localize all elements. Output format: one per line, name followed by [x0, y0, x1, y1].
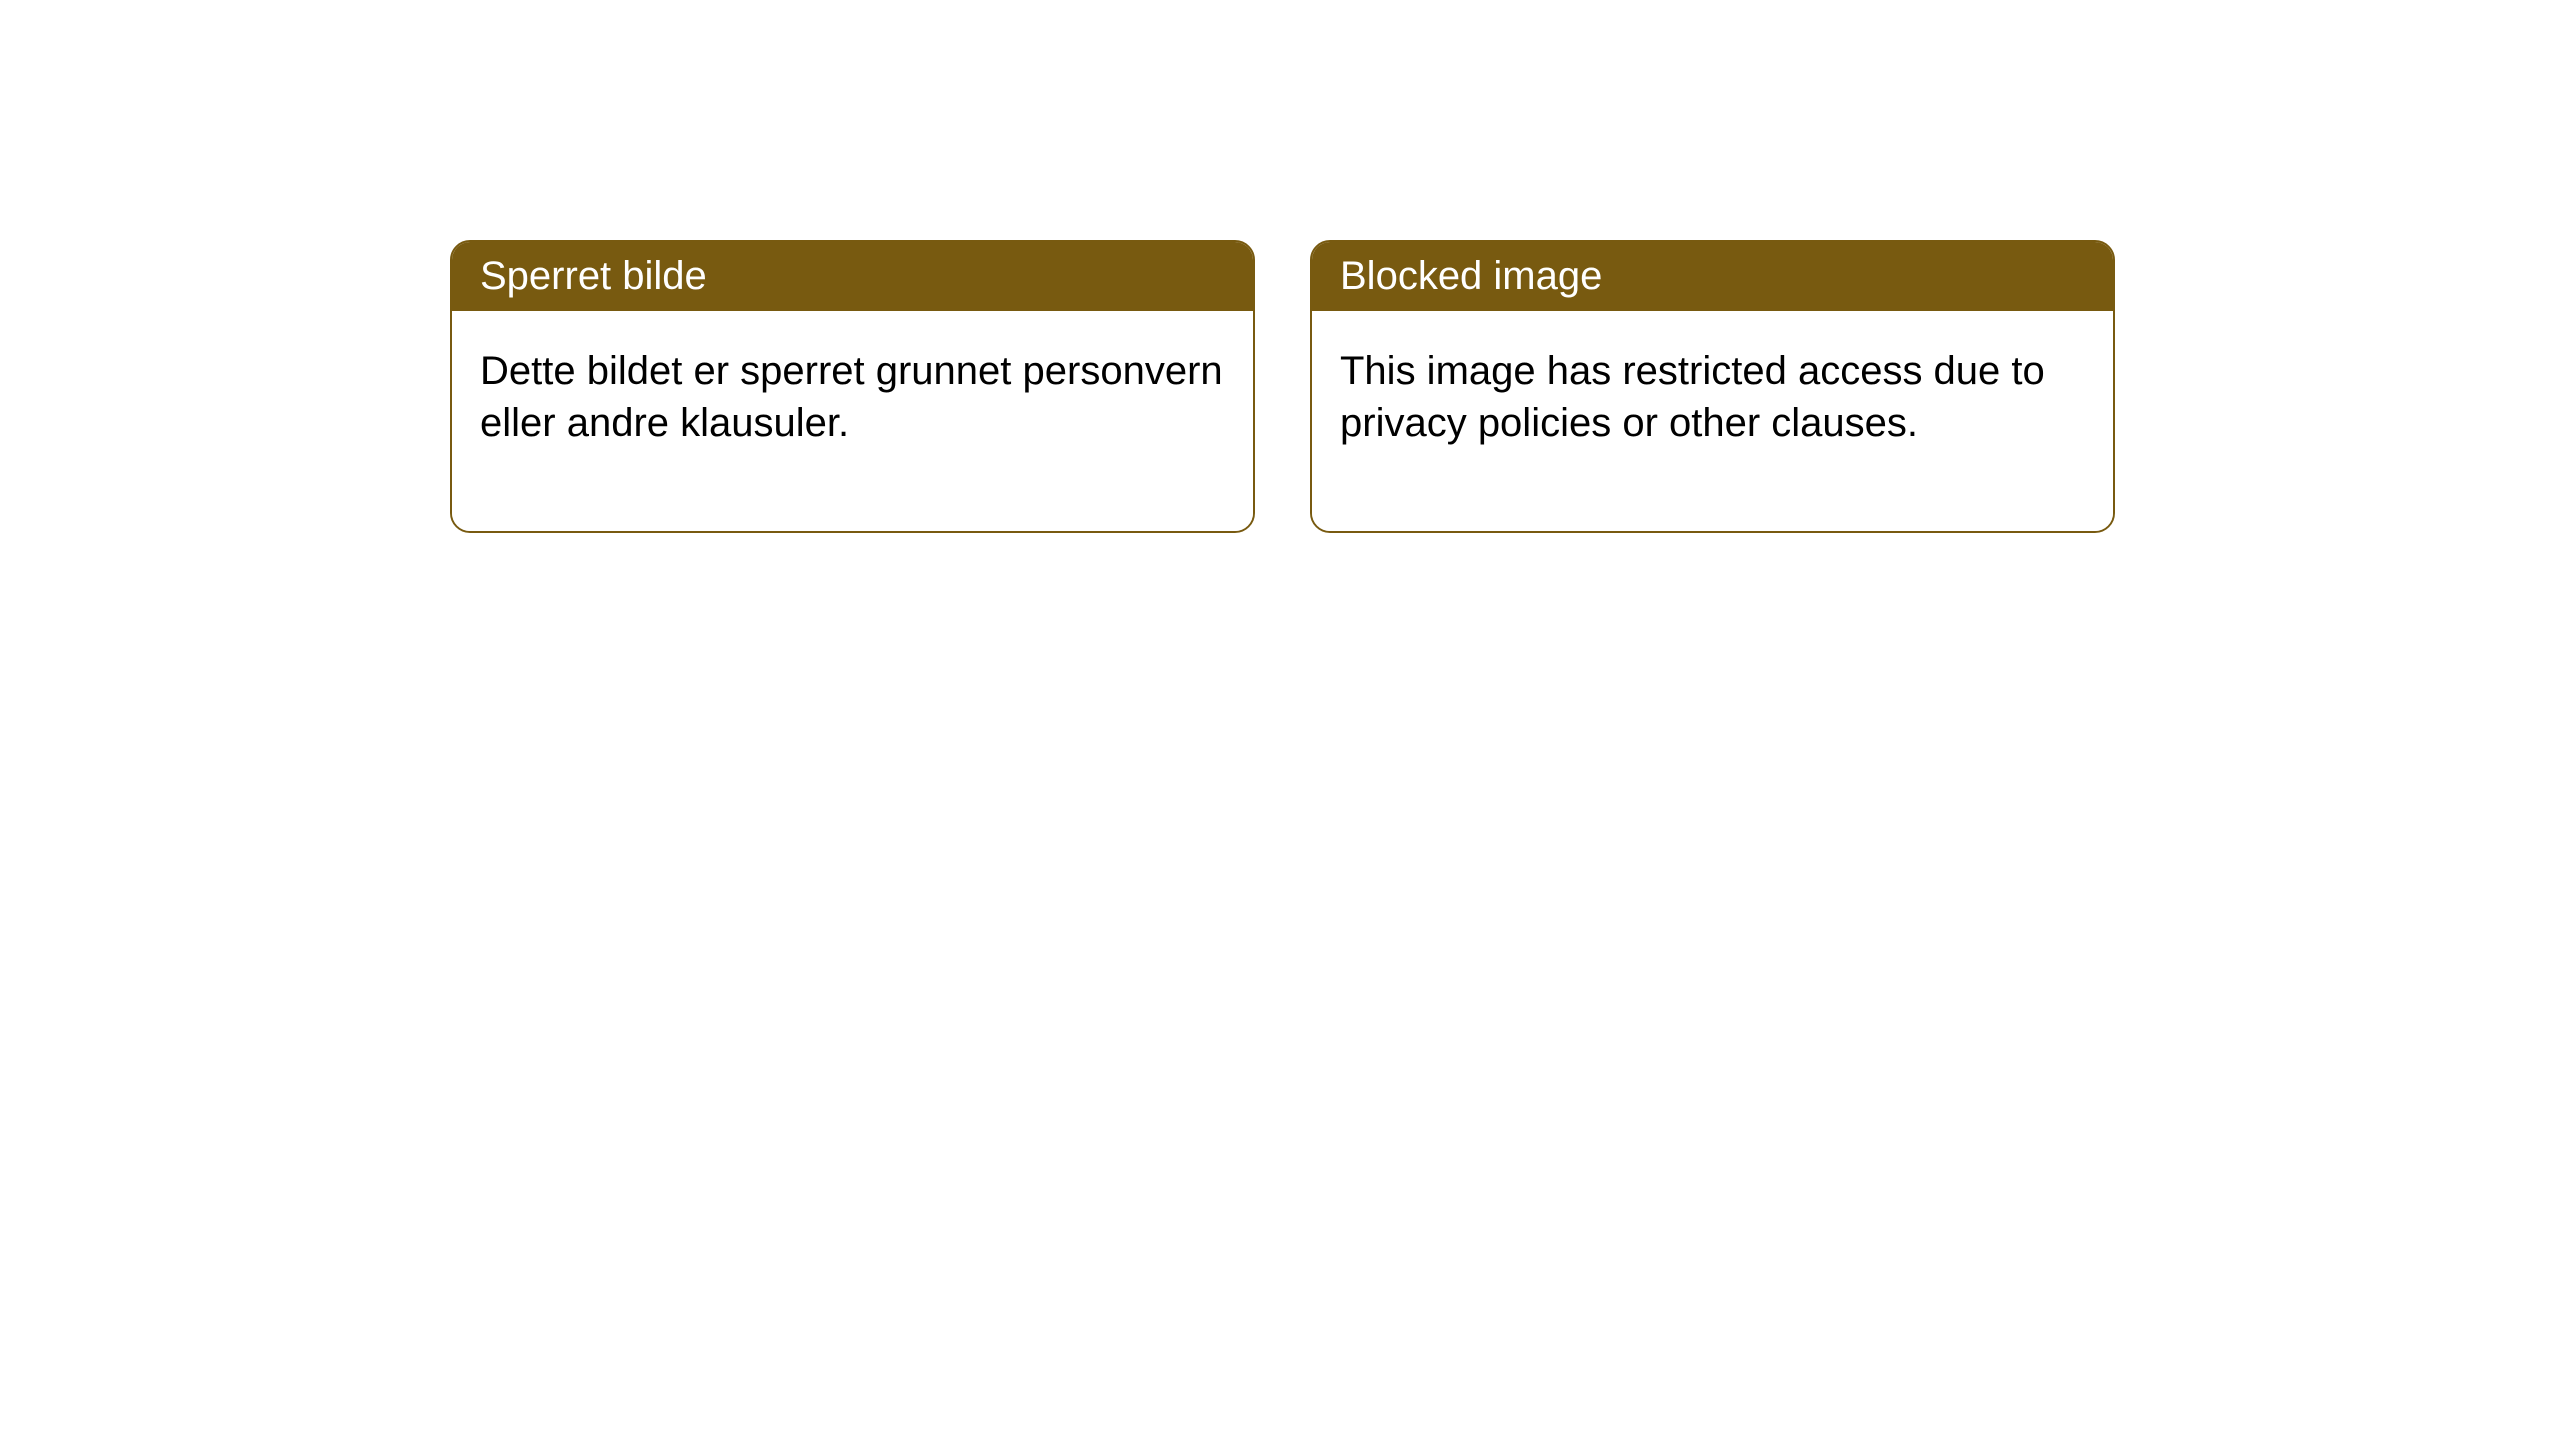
card-body-text: This image has restricted access due to … [1340, 349, 2045, 445]
card-body: Dette bildet er sperret grunnet personve… [452, 311, 1253, 531]
notice-card-english: Blocked image This image has restricted … [1310, 240, 2115, 533]
card-title: Sperret bilde [480, 254, 707, 298]
card-body-text: Dette bildet er sperret grunnet personve… [480, 349, 1223, 445]
card-header: Sperret bilde [452, 242, 1253, 311]
notice-card-norwegian: Sperret bilde Dette bildet er sperret gr… [450, 240, 1255, 533]
notice-cards-container: Sperret bilde Dette bildet er sperret gr… [450, 240, 2115, 533]
card-title: Blocked image [1340, 254, 1602, 298]
card-header: Blocked image [1312, 242, 2113, 311]
card-body: This image has restricted access due to … [1312, 311, 2113, 531]
